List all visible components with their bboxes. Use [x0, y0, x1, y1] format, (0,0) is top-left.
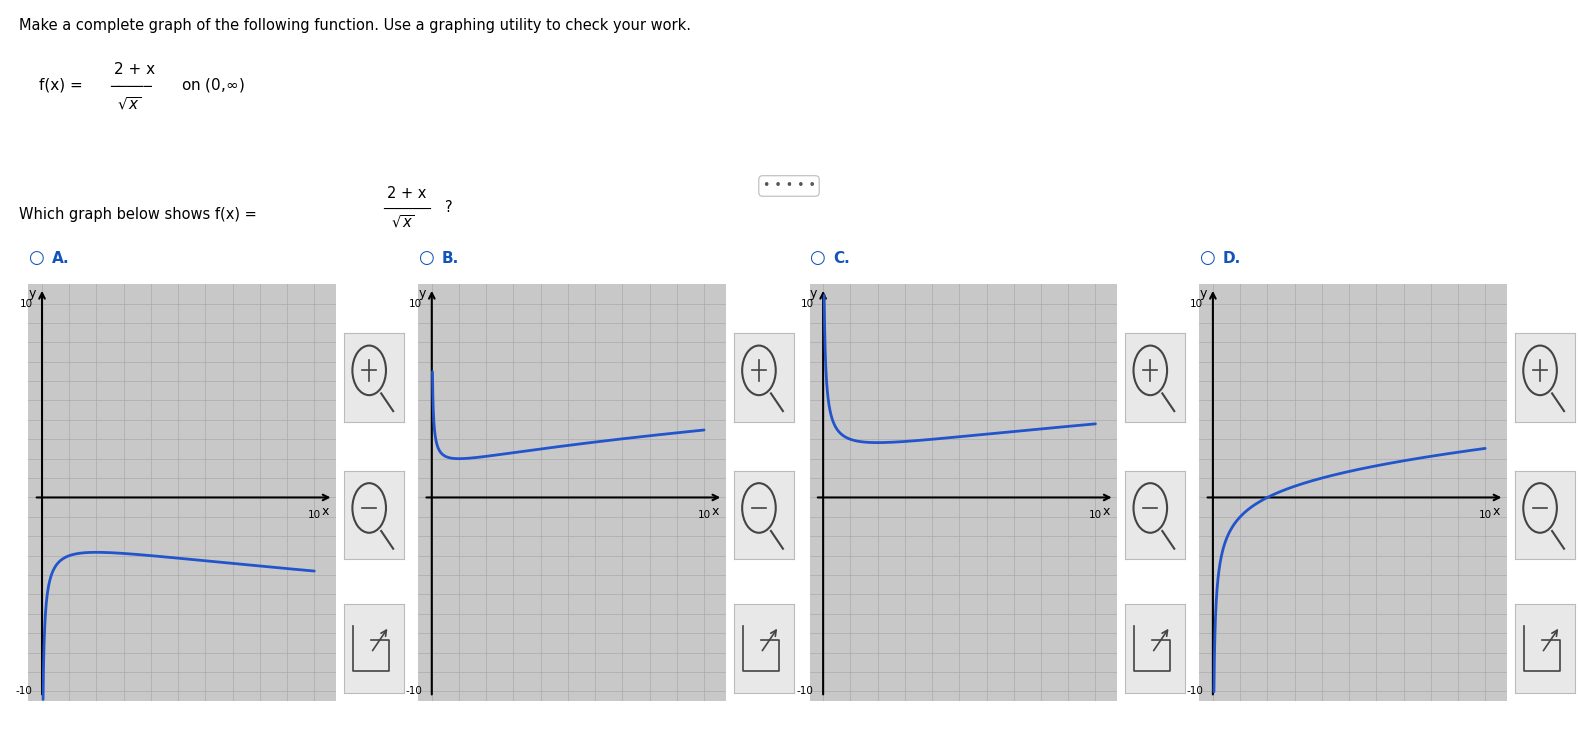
Text: C.: C. — [833, 251, 851, 266]
Text: 10: 10 — [308, 510, 320, 520]
Text: A.: A. — [52, 251, 69, 266]
Text: y: y — [418, 287, 426, 300]
Text: -10: -10 — [16, 686, 33, 697]
Text: -10: -10 — [797, 686, 814, 697]
Text: ○: ○ — [810, 249, 825, 267]
Text: ─────: ───── — [110, 80, 153, 94]
Text: $\sqrt{x}$: $\sqrt{x}$ — [117, 95, 142, 112]
Text: x: x — [1103, 505, 1109, 517]
Text: 2 + x: 2 + x — [387, 186, 426, 201]
Text: 10: 10 — [800, 299, 814, 308]
Text: D.: D. — [1223, 251, 1242, 266]
Text: y: y — [1199, 287, 1207, 300]
Text: -10: -10 — [1187, 686, 1204, 697]
Text: 10: 10 — [1479, 510, 1491, 520]
Text: f(x) =: f(x) = — [39, 77, 84, 92]
Text: 10: 10 — [1089, 510, 1101, 520]
Text: B.: B. — [442, 251, 459, 266]
Text: 10: 10 — [409, 299, 423, 308]
Text: on (0,$\infty$): on (0,$\infty$) — [181, 77, 245, 94]
Text: ──────: ────── — [383, 202, 431, 215]
Text: -10: -10 — [406, 686, 423, 697]
Text: Which graph below shows f(x) =: Which graph below shows f(x) = — [19, 207, 257, 221]
Text: x: x — [1493, 505, 1499, 517]
Text: Make a complete graph of the following function. Use a graphing utility to check: Make a complete graph of the following f… — [19, 18, 691, 33]
Text: y: y — [810, 287, 817, 300]
Text: y: y — [28, 287, 36, 300]
Text: x: x — [712, 505, 718, 517]
Text: x: x — [322, 505, 328, 517]
Text: ○: ○ — [418, 249, 434, 267]
Text: 10: 10 — [1190, 299, 1204, 308]
Text: ○: ○ — [28, 249, 44, 267]
Text: 10: 10 — [19, 299, 33, 308]
Text: ○: ○ — [1199, 249, 1215, 267]
Text: $\sqrt{x}$: $\sqrt{x}$ — [391, 213, 415, 230]
Text: 10: 10 — [697, 510, 710, 520]
Text: 2 + x: 2 + x — [114, 63, 155, 77]
Text: ?: ? — [445, 201, 453, 215]
Text: • • • • •: • • • • • — [762, 179, 816, 193]
